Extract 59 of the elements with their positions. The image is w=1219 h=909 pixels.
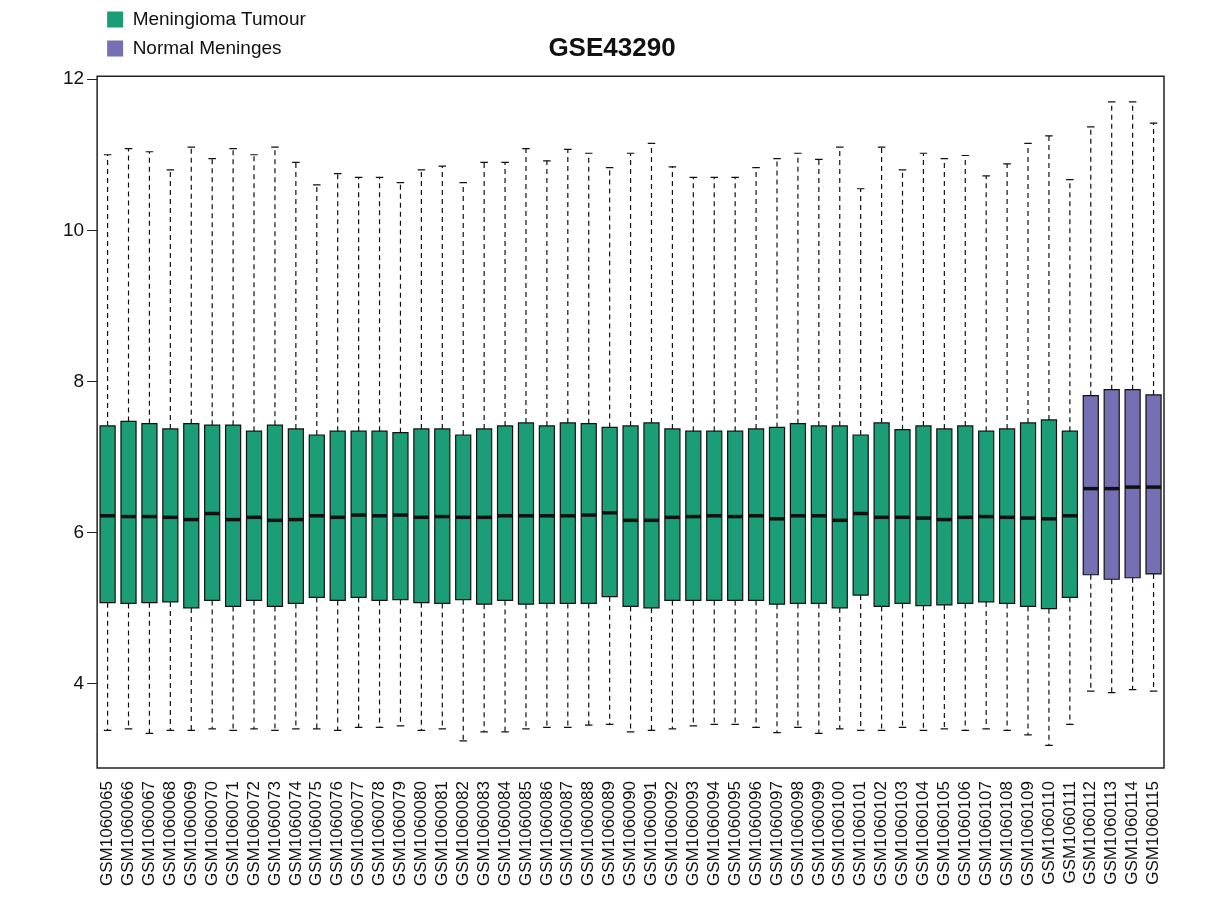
x-tick-label: GSM1060070 (201, 781, 221, 886)
x-tick-label: GSM1060090 (620, 781, 640, 886)
x-tick-label: GSM1060092 (662, 781, 682, 886)
x-tick-label: GSM1060083 (473, 781, 493, 886)
x-tick-label: GSM1060086 (536, 781, 556, 886)
y-tick-label: 12 (62, 67, 85, 89)
x-tick-label: GSM1060110 (1038, 781, 1058, 885)
x-tick-label: GSM1060111 (1059, 781, 1079, 884)
x-tick-label: GSM1060104 (913, 781, 933, 886)
x-tick-label: GSM1060100 (829, 781, 849, 886)
x-tick-label: GSM1060114 (1122, 781, 1142, 885)
x-tick-label: GSM1060080 (411, 781, 431, 886)
x-tick-label: GSM1060074 (285, 781, 305, 886)
x-tick-label: GSM1060072 (243, 781, 263, 886)
x-tick-label: GSM1060079 (390, 781, 410, 886)
x-tick-label: GSM1060098 (787, 781, 807, 886)
x-tick-label: GSM1060099 (808, 781, 828, 886)
x-tick-label: GSM1060108 (996, 781, 1016, 886)
x-tick-label: GSM1060073 (264, 781, 284, 886)
x-tick-label: GSM1060066 (118, 781, 138, 886)
x-tick-label: GSM1060101 (850, 781, 870, 886)
x-tick-label: GSM1060077 (348, 781, 368, 886)
x-tick-label: GSM1060107 (975, 781, 995, 886)
x-tick-label: GSM1060087 (557, 781, 577, 886)
x-tick-label: GSM1060082 (452, 781, 472, 886)
x-tick-label: GSM1060089 (599, 781, 619, 886)
x-tick-label: GSM1060071 (222, 781, 242, 886)
x-tick-label: GSM1060069 (180, 781, 200, 886)
x-tick-label: GSM1060105 (934, 781, 954, 886)
x-tick-label: GSM1060067 (139, 781, 159, 886)
y-tick-label: 4 (73, 671, 85, 693)
x-tick-label: GSM1060065 (97, 781, 117, 886)
x-tick-label: GSM1060097 (766, 781, 786, 886)
x-tick-label: GSM1060081 (431, 781, 451, 886)
x-tick-label: GSM1060102 (871, 781, 891, 886)
x-tick-label: GSM1060095 (724, 781, 744, 886)
x-tick-label: GSM1060094 (703, 781, 723, 886)
chart-title: GSE43290 (548, 31, 676, 62)
x-tick-label: GSM1060091 (641, 781, 661, 886)
x-tick-label: GSM1060109 (1017, 781, 1037, 886)
x-tick-label: GSM1060068 (160, 781, 180, 886)
x-tick-label: GSM1060115 (1143, 781, 1163, 885)
x-tick-label: GSM1060093 (683, 781, 703, 886)
legend-label: Meningioma Tumour (132, 7, 307, 29)
x-tick-label: GSM1060113 (1101, 781, 1121, 885)
x-tick-label: GSM1060078 (369, 781, 389, 886)
x-tick-label: GSM1060112 (1080, 781, 1100, 885)
x-tick-label: GSM1060076 (327, 781, 347, 886)
y-tick-label: 8 (73, 369, 85, 391)
x-tick-label: GSM1060085 (515, 781, 535, 886)
x-tick-label: GSM1060096 (745, 781, 765, 886)
legend-label: Normal Meninges (132, 36, 282, 58)
y-tick-label: 6 (73, 520, 85, 542)
x-tick-label: GSM1060084 (494, 781, 514, 886)
y-tick-label: 10 (62, 218, 85, 240)
x-tick-label: GSM1060075 (306, 781, 326, 886)
x-tick-label: GSM1060088 (578, 781, 598, 886)
x-tick-label: GSM1060103 (892, 781, 912, 886)
x-tick-label: GSM1060106 (954, 781, 974, 886)
